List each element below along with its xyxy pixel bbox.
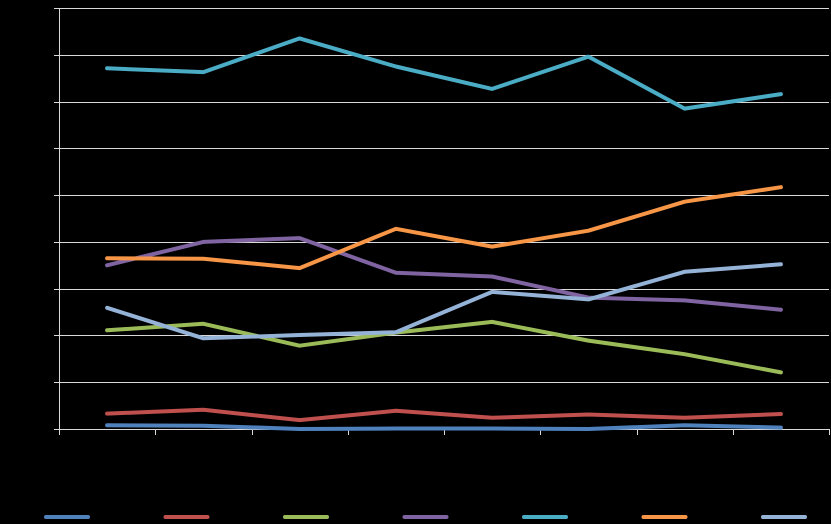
series-line-6 xyxy=(105,185,783,271)
series-line-2 xyxy=(105,407,783,423)
gridlines xyxy=(59,8,829,383)
series-line-1 xyxy=(105,423,783,431)
series-line-7 xyxy=(105,262,783,341)
series-lines xyxy=(105,36,783,431)
series-line-5 xyxy=(105,36,783,111)
series-line-3 xyxy=(105,319,783,375)
series-line-4 xyxy=(105,236,783,312)
